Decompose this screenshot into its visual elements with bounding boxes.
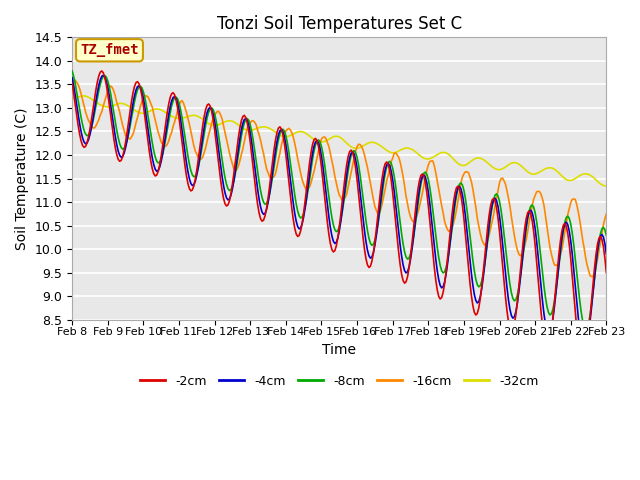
Text: TZ_fmet: TZ_fmet [80, 43, 139, 57]
Y-axis label: Soil Temperature (C): Soil Temperature (C) [15, 108, 29, 250]
Title: Tonzi Soil Temperatures Set C: Tonzi Soil Temperatures Set C [217, 15, 462, 33]
X-axis label: Time: Time [323, 343, 356, 357]
Legend: -2cm, -4cm, -8cm, -16cm, -32cm: -2cm, -4cm, -8cm, -16cm, -32cm [135, 370, 543, 393]
